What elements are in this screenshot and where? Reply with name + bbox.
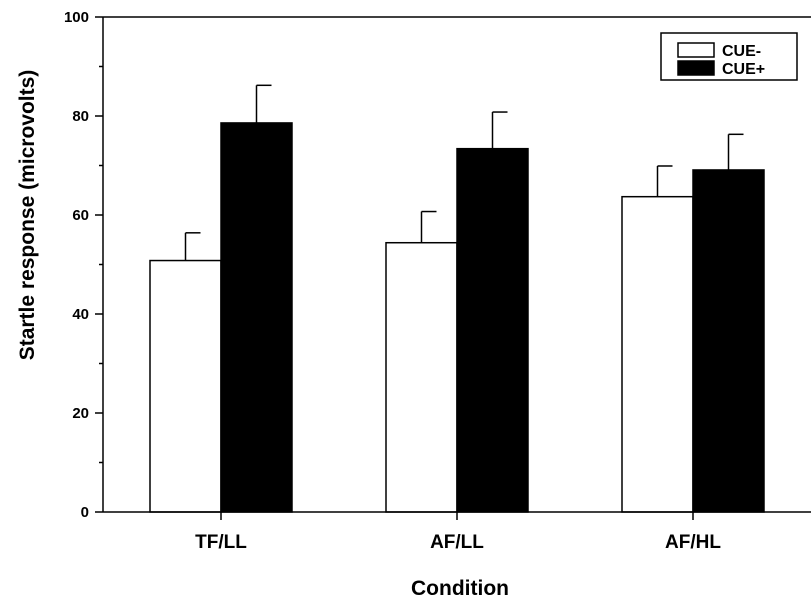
x-axis-title: Condition <box>411 577 509 600</box>
x-tick-label-afhl: AF/HL <box>665 532 721 553</box>
y-axis-title: Startle response (microvolts) <box>16 70 39 361</box>
bar-cue-afll <box>385 241 458 513</box>
bar-cue-tfll <box>220 122 293 513</box>
x-tick-label-afll: AF/LL <box>430 532 484 553</box>
bar-cue-tfll <box>149 259 222 513</box>
bars-layer <box>149 122 765 513</box>
y-tick-label-20: 20 <box>72 405 89 422</box>
bar-cue-afhl <box>692 169 765 513</box>
error-bars-layer <box>184 84 744 261</box>
y-tick-label-100: 100 <box>64 9 89 26</box>
legend-label-cue-minus: CUE- <box>722 43 761 60</box>
y-tick-label-0: 0 <box>81 504 89 521</box>
y-tick-label-60: 60 <box>72 207 89 224</box>
y-tick-label-80: 80 <box>72 108 89 125</box>
bar-cue-afll <box>456 147 529 513</box>
legend-swatch-cue-minus <box>677 42 715 58</box>
legend-label-cue-plus: CUE+ <box>722 61 765 78</box>
y-ticks-layer: 0 20 40 60 80 100 <box>64 9 103 521</box>
legend-swatch-cue-plus <box>677 60 715 76</box>
x-categories-layer: TF/LL AF/LL AF/HL <box>195 512 721 553</box>
legend: CUE- CUE+ <box>660 32 798 81</box>
x-tick-label-tfll: TF/LL <box>195 532 247 553</box>
y-tick-label-40: 40 <box>72 306 89 323</box>
bar-cue-afhl <box>621 195 694 513</box>
